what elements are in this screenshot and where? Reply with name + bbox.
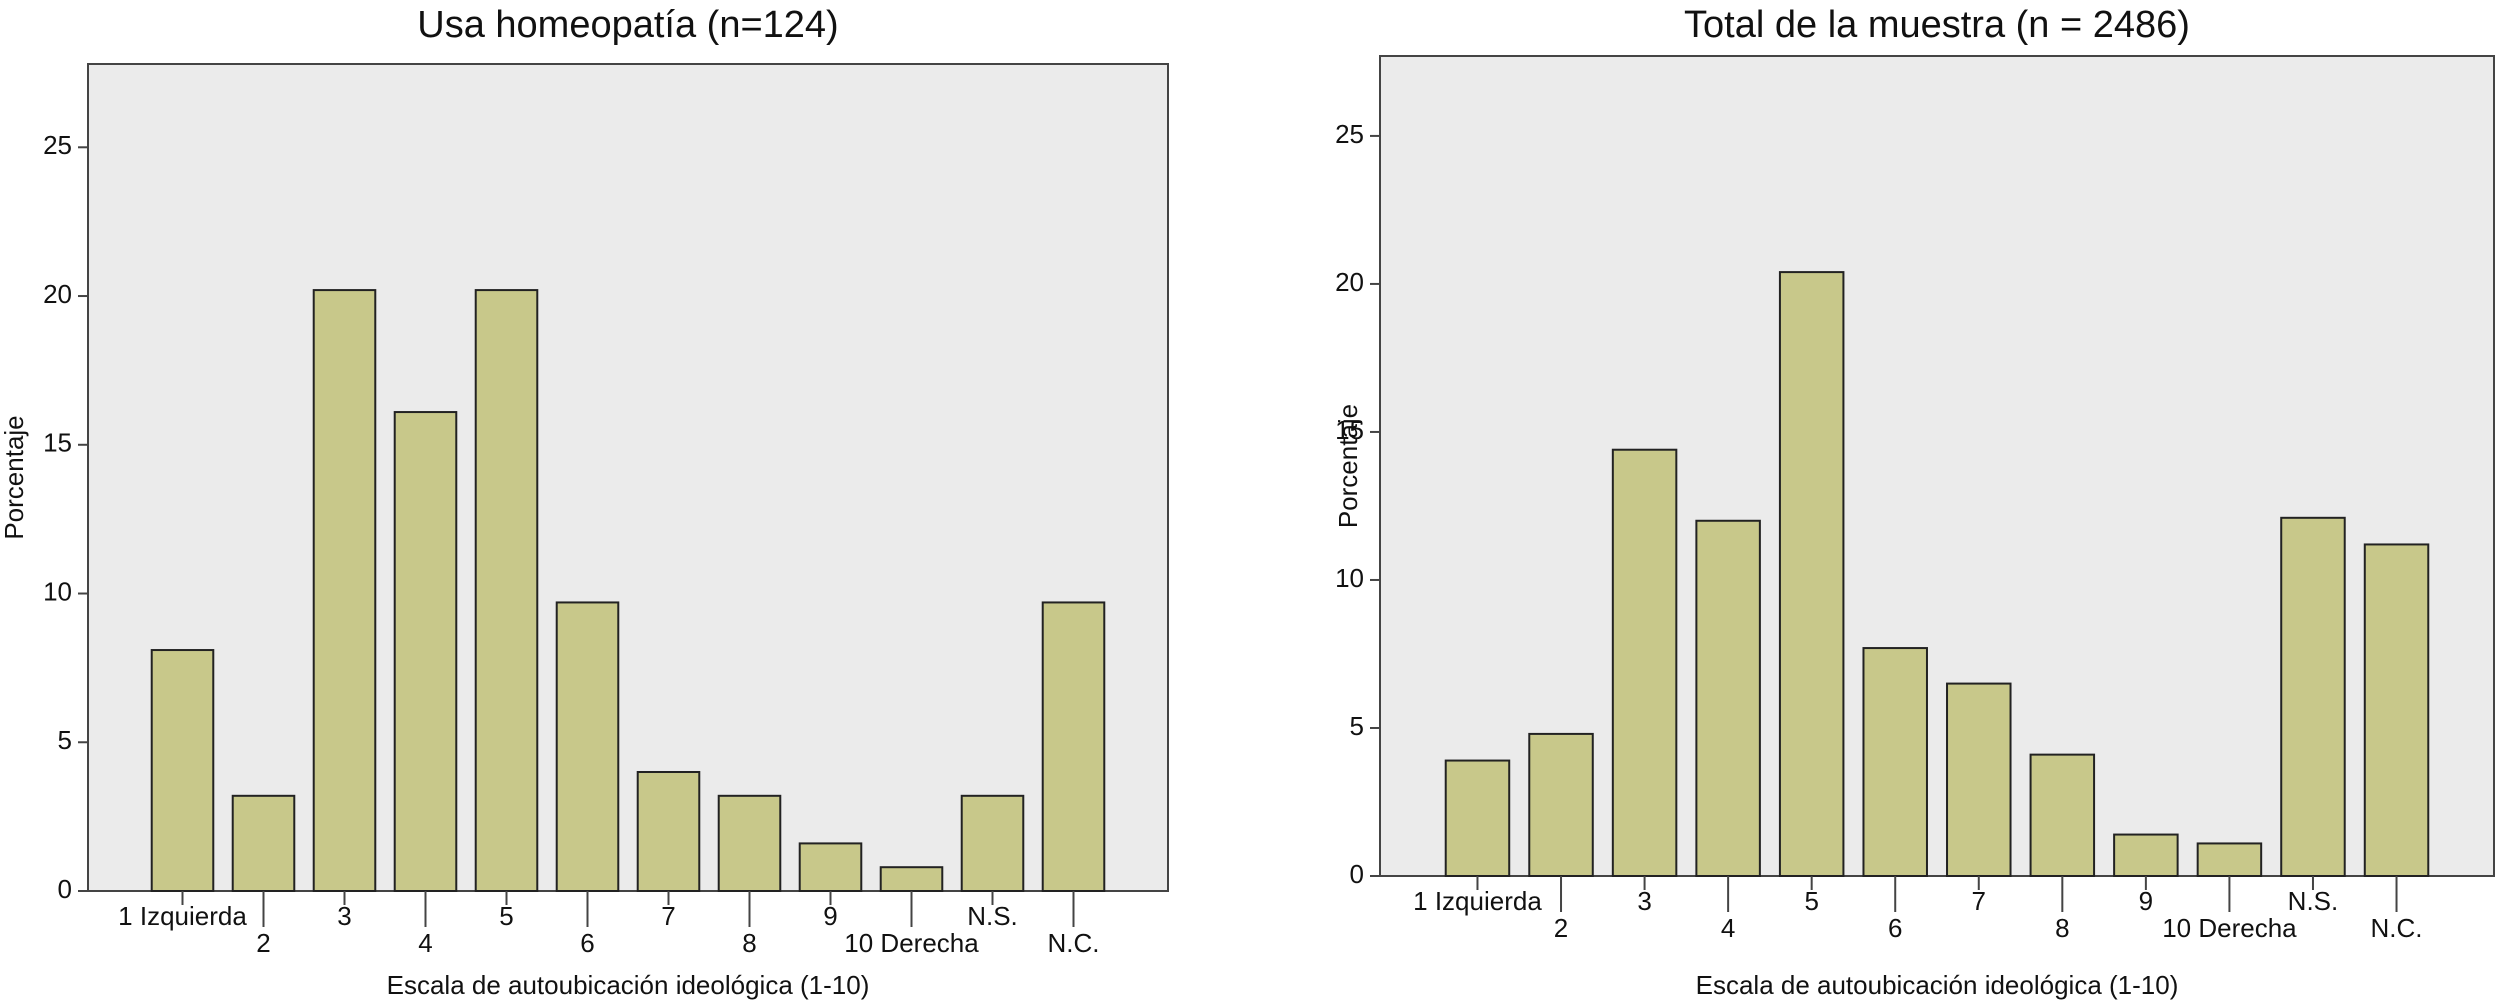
y-axis-label: Porcentaje xyxy=(0,415,29,539)
bar xyxy=(393,411,458,892)
x-tick-label: 2 xyxy=(1554,913,1568,943)
x-tick-label: 9 xyxy=(2139,886,2153,916)
x-tick-label: 9 xyxy=(823,901,837,931)
bar xyxy=(150,649,215,892)
y-tick-label: 25 xyxy=(43,130,72,160)
x-tick-label: 7 xyxy=(1972,886,1986,916)
bar xyxy=(2363,543,2430,877)
y-tick-label: 15 xyxy=(1335,415,1364,445)
plot-area xyxy=(87,63,1169,892)
x-tick-label: 6 xyxy=(1888,913,1902,943)
x-tick-label: 7 xyxy=(661,901,675,931)
x-tick-label: 2 xyxy=(256,928,270,958)
x-tick-label: 10 Derecha xyxy=(844,928,979,958)
bar xyxy=(960,794,1025,892)
y-tick-label: 10 xyxy=(1335,563,1364,593)
chart-title: Total de la muestra (n = 2486) xyxy=(1684,4,2190,46)
x-tick-label: 1 Izquierda xyxy=(118,901,247,931)
bar xyxy=(2113,833,2179,878)
x-tick-label: 8 xyxy=(2055,913,2069,943)
y-tick-label: 25 xyxy=(1335,119,1364,149)
bar xyxy=(1611,448,1678,877)
x-tick-label: 1 Izquierda xyxy=(1413,886,1542,916)
bar xyxy=(231,794,296,892)
x-tick-label: N.C. xyxy=(2371,913,2423,943)
bar xyxy=(1862,647,1928,877)
y-tick-label: 15 xyxy=(43,428,72,458)
y-axis-label: Porcentaje xyxy=(1333,404,1363,528)
bar xyxy=(1444,759,1511,877)
bar xyxy=(2029,753,2096,878)
bar xyxy=(2196,842,2263,878)
y-tick-label: 20 xyxy=(1335,267,1364,297)
x-tick-label: 4 xyxy=(1721,913,1735,943)
bar xyxy=(312,289,377,893)
y-tick-label: 10 xyxy=(43,576,72,606)
x-tick-label: N.C. xyxy=(1048,928,1100,958)
bar xyxy=(717,794,782,892)
x-tick-label: 5 xyxy=(499,901,513,931)
bar xyxy=(2280,516,2346,877)
x-axis-label: Escala de autoubicación ideológica (1-10… xyxy=(387,970,870,1000)
bar xyxy=(555,601,620,892)
bar xyxy=(474,289,539,893)
bar xyxy=(1528,732,1594,877)
bar xyxy=(798,842,863,893)
bar xyxy=(636,771,701,893)
x-tick-label: 8 xyxy=(742,928,756,958)
y-tick-label: 5 xyxy=(1350,711,1364,741)
x-tick-label: 3 xyxy=(337,901,351,931)
y-tick-label: 5 xyxy=(58,725,72,755)
x-tick-label: N.S. xyxy=(967,901,1018,931)
bar xyxy=(879,866,944,892)
chart-title: Usa homeopatía (n=124) xyxy=(417,4,838,46)
y-tick-label: 0 xyxy=(58,874,72,904)
x-tick-label: 6 xyxy=(580,928,594,958)
y-tick-label: 0 xyxy=(1350,859,1364,889)
bar xyxy=(1041,601,1106,892)
x-tick-label: N.S. xyxy=(2288,886,2339,916)
y-tick-label: 20 xyxy=(43,279,72,309)
x-tick-label: 4 xyxy=(418,928,432,958)
x-tick-label: 10 Derecha xyxy=(2162,913,2297,943)
x-tick-label: 5 xyxy=(1804,886,1818,916)
bar xyxy=(1778,271,1845,877)
x-tick-label: 3 xyxy=(1637,886,1651,916)
x-axis-label: Escala de autoubicación ideológica (1-10… xyxy=(1696,970,2179,1000)
bar xyxy=(1946,682,2012,878)
bar xyxy=(1695,519,1761,877)
